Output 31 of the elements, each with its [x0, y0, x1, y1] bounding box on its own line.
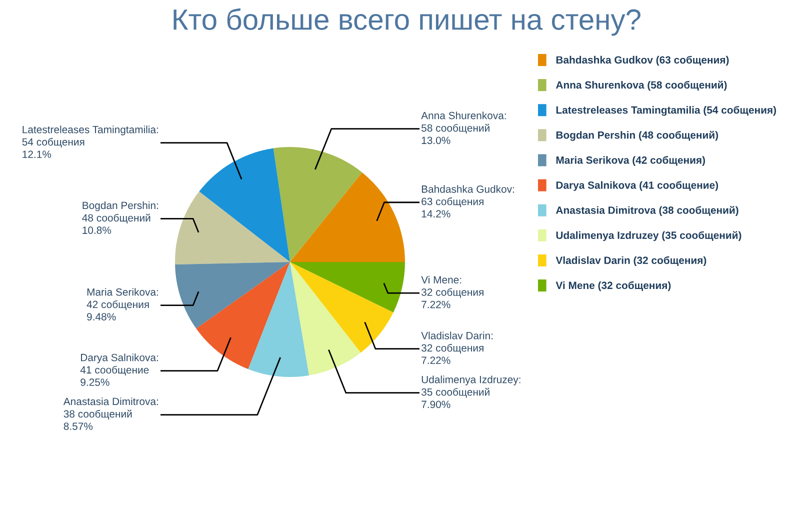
data-label: Vladislav Darin: 32 собщения 7.22%: [421, 332, 493, 364]
legend-label: Anna Shurenkova (58 сообщений): [556, 80, 727, 91]
legend-label: Vi Mene (32 собщения): [556, 281, 671, 292]
legend-label: Maria Serikova (42 собщения): [556, 156, 705, 166]
pie-slice: [290, 262, 405, 312]
pie-slice: [199, 148, 290, 262]
data-label: Vi Mene: 32 собщения 7.22%: [421, 276, 484, 308]
legend-label: Vladislav Darin (32 собщения): [556, 256, 706, 266]
data-label: Maria Serikova: 42 собщения 9.48%: [86, 288, 158, 320]
pie-slice: [290, 262, 361, 376]
pie-slice: [290, 262, 394, 353]
pie-slice: [175, 262, 290, 329]
chart-title: Кто больше всего пишет на стену?: [174, 8, 640, 36]
data-label: Darya Salnikova: 41 сообщение 9.25%: [80, 354, 158, 386]
pie-slice: [248, 262, 310, 377]
data-label: Bahdashka Gudkov: 63 собщения 14.2%: [422, 185, 514, 218]
data-label: Latestreleases Tamingtamilia: 54 собщения 12.1%: [22, 126, 158, 158]
data-label: Bogdan Pershin: 48 сообщений 10.8%: [82, 201, 158, 234]
pie-slice: [290, 172, 405, 262]
legend-label: Latestreleases Tamingtamilia (54 собщения): [556, 106, 776, 116]
legend-label: Udalimenya Izdruzey (35 сообщений): [556, 231, 742, 242]
legend-label: Bahdashka Gudkov (63 собщения): [556, 56, 729, 66]
legend-label: Anastasia Dimitrova (38 сообщений): [556, 206, 738, 216]
legend-label: Darya Salnikova (41 сообщение): [556, 181, 718, 191]
legend-label: Bogdan Pershin (48 сообщений): [556, 130, 718, 141]
pie-slice: [175, 192, 290, 264]
data-label: Udalimenya Izdruzey: 35 сообщений 7.90%: [421, 376, 520, 408]
pie-slice: [273, 147, 362, 262]
pie-slice: [196, 262, 290, 370]
data-label: Anastasia Dimitrova: 38 сообщений 8.57%: [63, 397, 158, 430]
data-label: Anna Shurenkova: 58 сообщений 13.0%: [421, 112, 506, 144]
